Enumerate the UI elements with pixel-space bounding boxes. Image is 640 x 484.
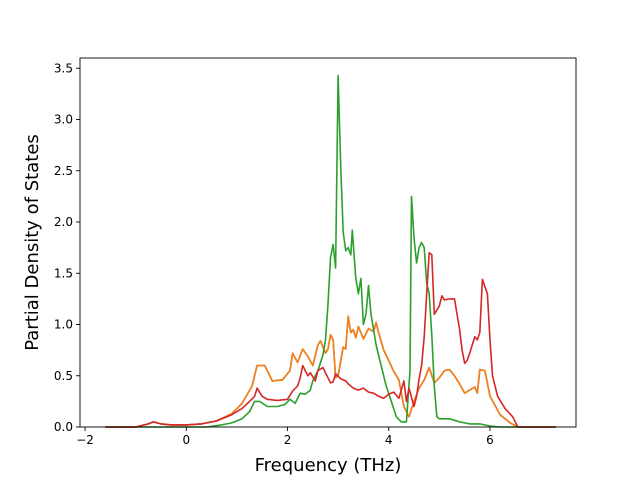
x-axis-label: Frequency (THz) xyxy=(255,455,402,476)
x-tick-label: −2 xyxy=(76,433,94,447)
y-tick-label: 3.5 xyxy=(54,61,73,75)
y-tick-label: 3.0 xyxy=(54,113,73,127)
series-line-2 xyxy=(105,315,556,428)
y-tick-label: 1.5 xyxy=(54,266,73,280)
series-line-1 xyxy=(105,315,556,428)
series-line-4 xyxy=(105,252,556,428)
series-line-3 xyxy=(105,74,556,428)
plot-frame xyxy=(79,57,577,428)
series-layer xyxy=(105,74,556,428)
y-tick-label: 2.5 xyxy=(54,164,73,178)
y-tick-label: 2.0 xyxy=(54,215,73,229)
x-tick-label: 6 xyxy=(486,433,494,447)
x-tick-label: 4 xyxy=(385,433,393,447)
y-tick-label: 0.5 xyxy=(54,369,73,383)
x-tick-label: 2 xyxy=(284,433,292,447)
y-axis-label: Partial Density of States xyxy=(22,134,43,351)
y-tick-label: 0.0 xyxy=(54,420,73,434)
x-tick-label: 0 xyxy=(182,433,190,447)
ticks-layer: −2 0 2 4 6 0.0 0.5 1.0 1.5 2.0 2.5 3.0 3.5 xyxy=(54,61,494,447)
y-tick-label: 1.0 xyxy=(54,318,73,332)
